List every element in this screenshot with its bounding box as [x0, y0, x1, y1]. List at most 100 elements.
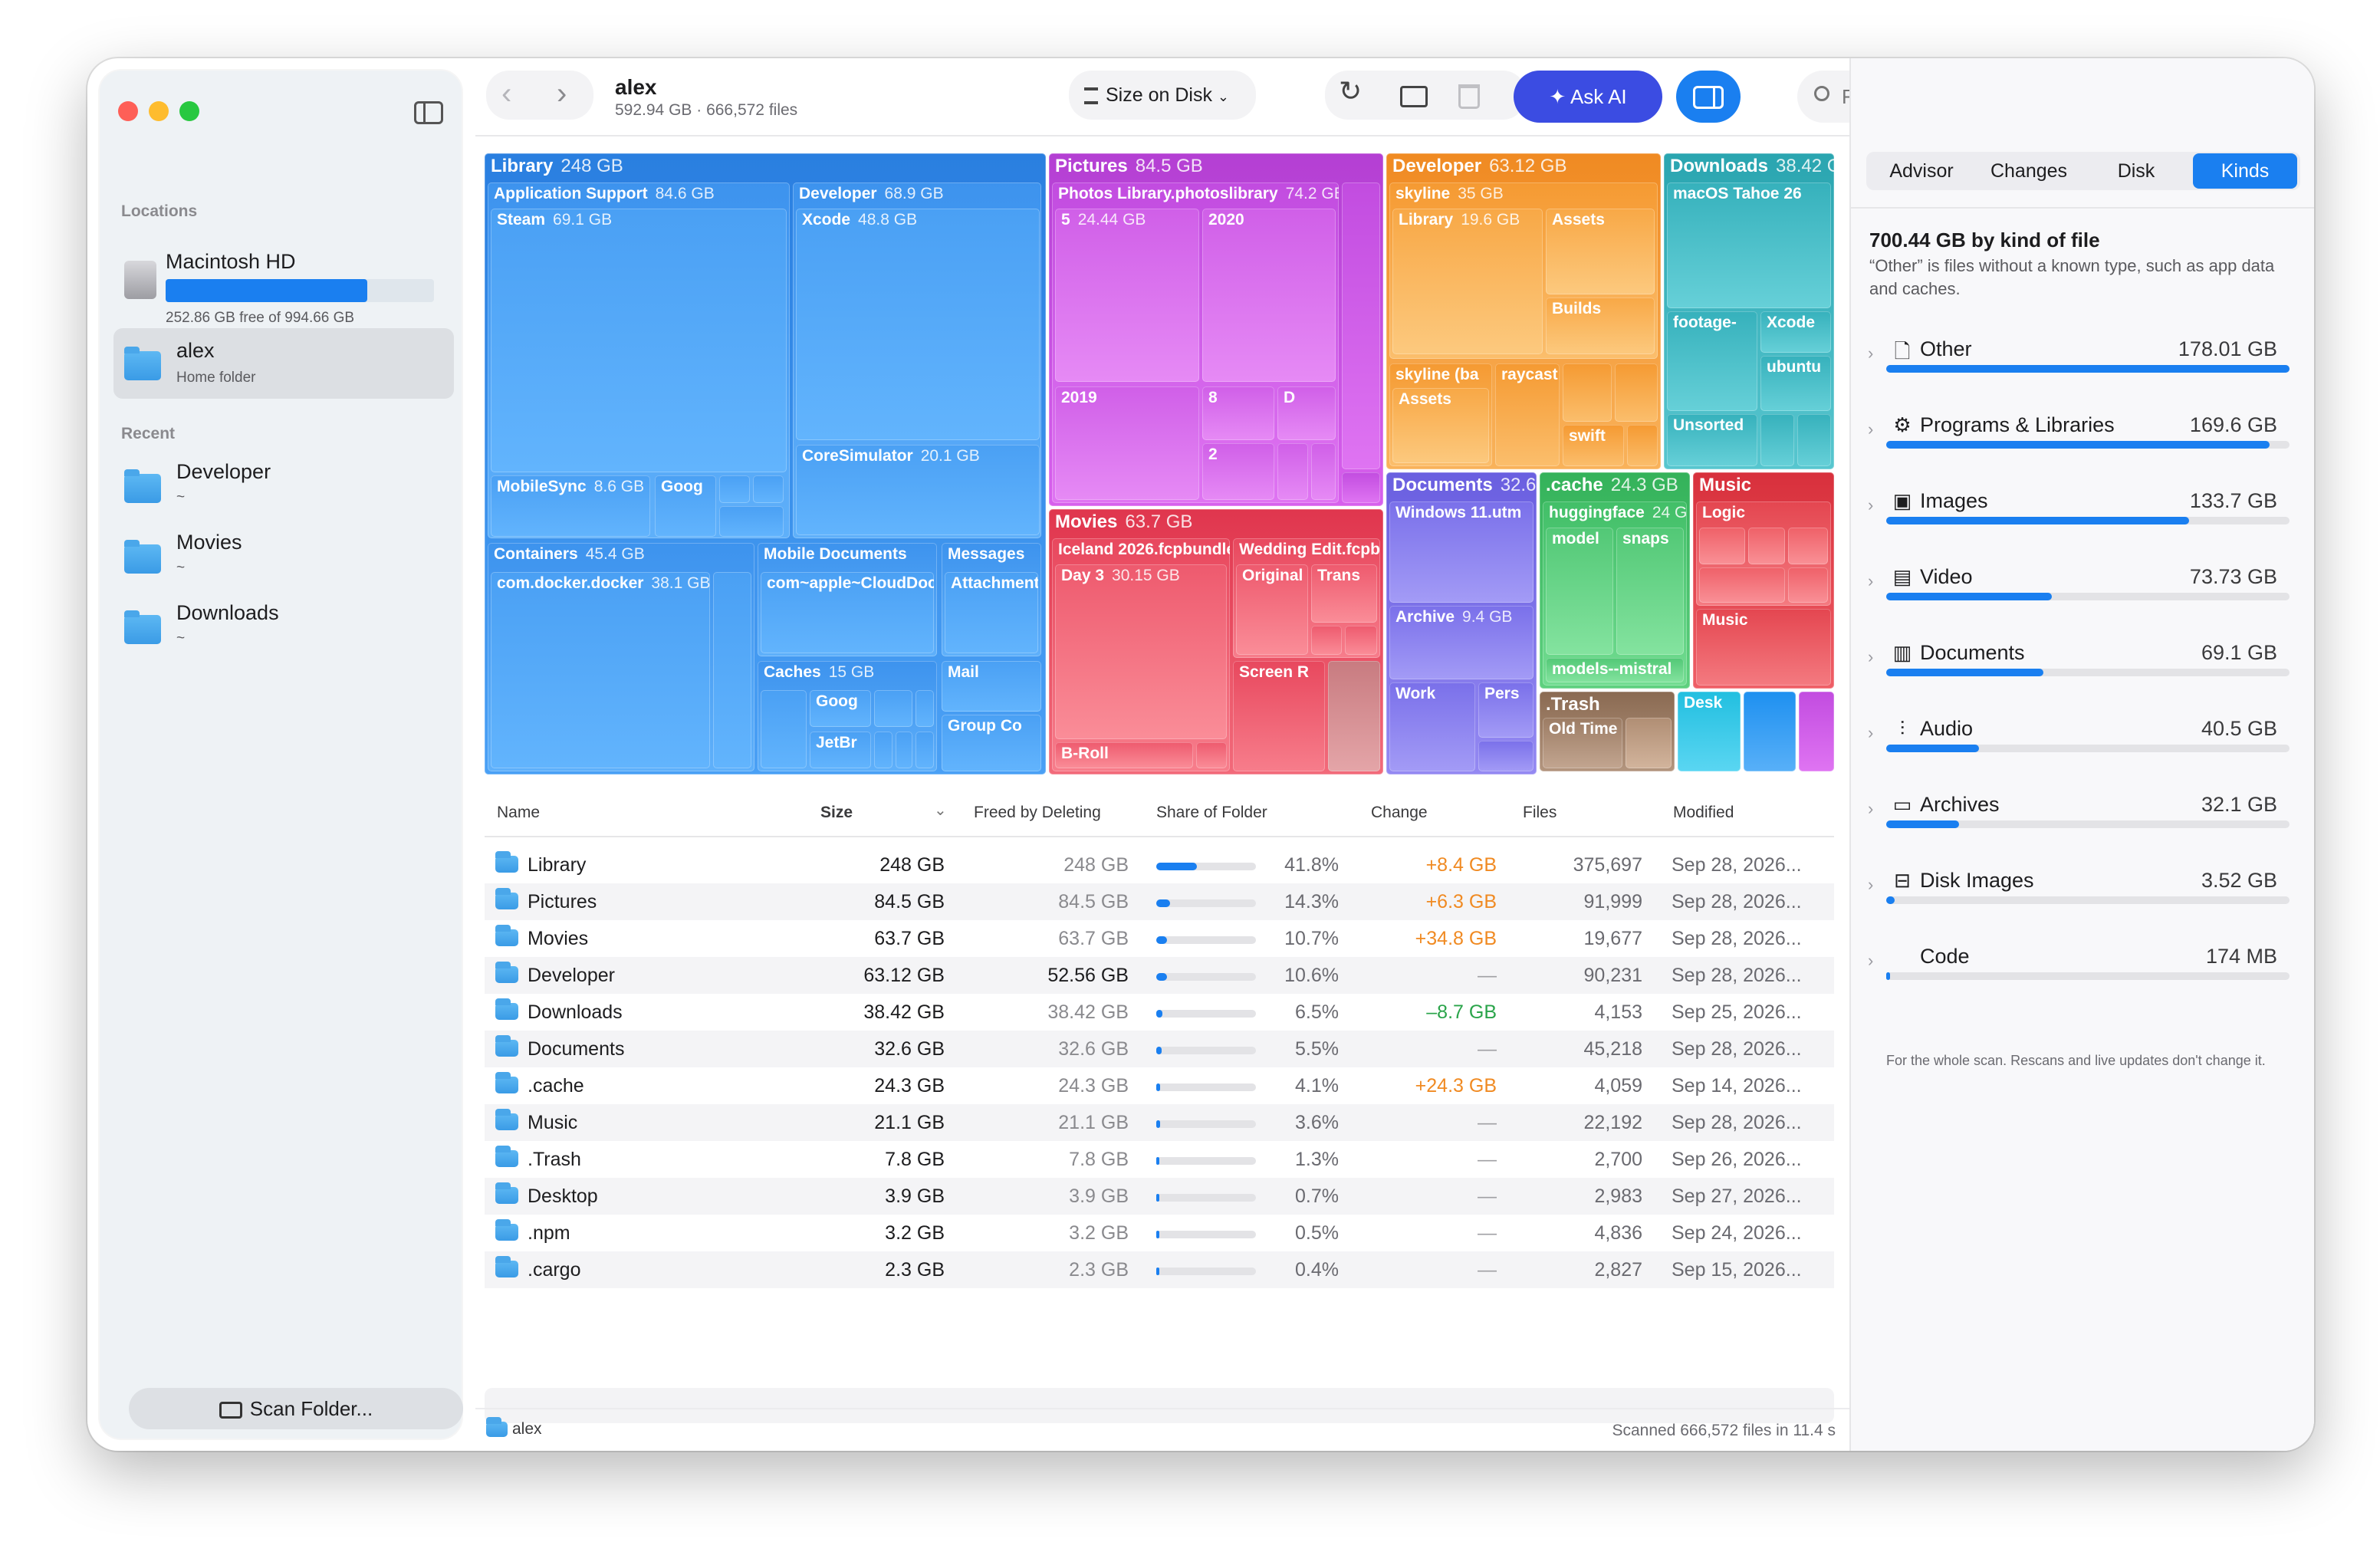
treemap-tile[interactable]: [1748, 528, 1785, 564]
treemap-tile-mail[interactable]: Mail: [942, 661, 1041, 712]
treemap-tile-footage[interactable]: footage-: [1667, 311, 1757, 411]
table-row[interactable]: .cargo 2.3 GB 2.3 GB 0.4% — 2,827 Sep 15…: [485, 1251, 1834, 1288]
treemap-tile-p2019[interactable]: 2019: [1055, 386, 1199, 500]
zoom-window-button[interactable]: [179, 101, 199, 121]
treemap-tile-p5[interactable]: 5 24.44 GB: [1055, 209, 1199, 382]
treemap-tile-pers[interactable]: Pers: [1478, 682, 1534, 738]
tab-advisor[interactable]: Advisor: [1889, 160, 1954, 182]
recent-item-downloads[interactable]: Downloads ~: [113, 592, 454, 653]
treemap-tile-steam[interactable]: Steam 69.1 GB: [491, 209, 787, 472]
tab-kinds[interactable]: Kinds: [2193, 153, 2297, 189]
kind-row-video[interactable]: › ▤ Video 73.73 GB: [1868, 565, 2293, 634]
kind-row-documents[interactable]: › ▥ Documents 69.1 GB: [1868, 641, 2293, 710]
treemap-tile-screenr[interactable]: Screen R: [1233, 661, 1325, 771]
tab-disk[interactable]: Disk: [2117, 160, 2155, 182]
sidebar-toggle-icon[interactable]: [414, 101, 443, 124]
inspector-toggle-button[interactable]: [1676, 71, 1741, 123]
treemap-tile-ubuntu[interactable]: ubuntu: [1760, 356, 1831, 411]
recent-item-developer[interactable]: Developer ~: [113, 451, 454, 512]
treemap-tile[interactable]: [1797, 414, 1831, 466]
treemap-tile[interactable]: [1788, 528, 1828, 564]
treemap-tile-assets2[interactable]: Assets: [1392, 388, 1489, 463]
treemap-tile-music2[interactable]: Music: [1696, 609, 1831, 686]
treemap-tile-broll[interactable]: B-Roll: [1055, 742, 1193, 768]
kind-row-archives[interactable]: › ▭ Archives 32.1 GB: [1868, 793, 2293, 862]
treemap-tile[interactable]: [1627, 425, 1658, 466]
treemap-tile[interactable]: [1342, 472, 1380, 503]
table-row[interactable]: .cache 24.3 GB 24.3 GB 4.1% +24.3 GB 4,0…: [485, 1067, 1834, 1104]
treemap-tile-assets1[interactable]: Assets: [1546, 209, 1655, 294]
kind-row-other[interactable]: › 🗋 Other 178.01 GB: [1868, 337, 2293, 406]
treemap-tile-attach[interactable]: Attachments: [945, 572, 1038, 653]
treemap-tile-clouddocs[interactable]: com~apple~CloudDocs: [761, 572, 934, 653]
recent-item-movies[interactable]: Movies ~: [113, 521, 454, 583]
treemap-tile-origin[interactable]: Original Media: [1236, 564, 1308, 655]
kind-row-disk-images[interactable]: › ⊟ Disk Images 3.52 GB: [1868, 869, 2293, 938]
treemap-tile[interactable]: [1699, 567, 1785, 603]
treemap-tile-p2020[interactable]: 2020: [1202, 209, 1336, 382]
treemap-tile-p2[interactable]: 2: [1202, 443, 1274, 500]
treemap-tile-desk[interactable]: Desk: [1678, 692, 1741, 771]
treemap-tile-trans[interactable]: Trans: [1311, 564, 1377, 623]
disk-item-macintosh-hd[interactable]: Macintosh HD 252.86 GB free of 994.66 GB: [112, 232, 449, 326]
col-files[interactable]: Files: [1523, 804, 1557, 821]
treemap-tile[interactable]: [1277, 443, 1308, 500]
treemap-tile-groupco[interactable]: Group Co: [942, 715, 1041, 771]
treemap-tile-xcode[interactable]: Xcode 48.8 GB: [796, 209, 1040, 440]
treemap-tile[interactable]: [753, 475, 784, 503]
treemap-tile-snaps[interactable]: snaps: [1616, 528, 1684, 655]
treemap-tile[interactable]: [1799, 692, 1834, 771]
treemap-tile[interactable]: [1311, 626, 1342, 655]
col-size[interactable]: Size: [820, 804, 853, 821]
treemap-tile-mobilesync[interactable]: MobileSync 8.6 GB: [491, 475, 650, 537]
treemap-tile[interactable]: [713, 572, 751, 768]
treemap-tile-model[interactable]: model: [1546, 528, 1613, 655]
table-row[interactable]: Movies 63.7 GB 63.7 GB 10.7% +34.8 GB 19…: [485, 920, 1834, 957]
treemap-tile-day3[interactable]: Day 3 30.15 GB: [1055, 564, 1227, 739]
ask-ai-button[interactable]: ✦ Ask AI: [1514, 71, 1662, 123]
treemap-tile-goog2[interactable]: Goog: [810, 690, 871, 727]
treemap-tile-mistral[interactable]: models--mistral: [1546, 658, 1684, 682]
kind-row-code[interactable]: › Code 174 MB: [1868, 945, 2293, 1014]
treemap-tile[interactable]: [1744, 692, 1796, 771]
table-row[interactable]: Documents 32.6 GB 32.6 GB 5.5% — 45,218 …: [485, 1031, 1834, 1067]
treemap-tile[interactable]: [1342, 182, 1380, 469]
treemap-tile-xcodedl[interactable]: Xcode: [1760, 311, 1831, 353]
kind-row-audio[interactable]: › ⫶ Audio 40.5 GB: [1868, 717, 2293, 786]
treemap-tile-goog1[interactable]: Goog: [655, 475, 716, 537]
treemap-tile-coresim[interactable]: CoreSimulator 20.1 GB: [796, 445, 1040, 535]
treemap-tile[interactable]: [916, 732, 934, 768]
col-freed[interactable]: Freed by Deleting: [974, 804, 1101, 821]
col-modified[interactable]: Modified: [1673, 804, 1734, 821]
treemap-tile[interactable]: [1345, 626, 1377, 655]
kind-row-programs-libraries[interactable]: › ⚙ Programs & Libraries 169.6 GB: [1868, 413, 2293, 482]
treemap-tile-tahoe[interactable]: macOS Tahoe 26: [1667, 182, 1831, 308]
treemap-tile[interactable]: [916, 690, 934, 727]
treemap-tile[interactable]: [1788, 567, 1828, 603]
treemap-tile[interactable]: [719, 475, 750, 503]
treemap-tile-builds[interactable]: Builds: [1546, 298, 1655, 354]
treemap-tile[interactable]: [1478, 741, 1534, 771]
trash-icon[interactable]: [1458, 84, 1480, 109]
scan-folder-button[interactable]: Scan Folder...: [129, 1388, 463, 1429]
treemap-tile-work[interactable]: Work: [1389, 682, 1475, 771]
treemap-tile-win11[interactable]: Windows 11.utm: [1389, 501, 1534, 603]
col-change[interactable]: Change: [1371, 804, 1428, 821]
sidebar-item-home[interactable]: alex Home folder: [113, 328, 454, 399]
treemap-tile-docker[interactable]: com.docker.docker 38.1 GB: [491, 572, 710, 768]
table-row[interactable]: Pictures 84.5 GB 84.5 GB 14.3% +6.3 GB 9…: [485, 883, 1834, 920]
treemap-tile[interactable]: [874, 732, 893, 768]
treemap-tile[interactable]: [1626, 718, 1672, 768]
treemap-tile[interactable]: [896, 732, 912, 768]
treemap-tile-p8[interactable]: 8: [1202, 386, 1274, 440]
folder-open-icon[interactable]: [1400, 86, 1428, 107]
treemap-tile[interactable]: [1311, 443, 1336, 500]
treemap-tile-archive[interactable]: Archive 9.4 GB: [1389, 606, 1534, 679]
treemap-tile-oldtime[interactable]: Old Time: [1543, 718, 1622, 768]
treemap-tile[interactable]: [1760, 414, 1794, 466]
table-row[interactable]: Downloads 38.42 GB 38.42 GB 6.5% –8.7 GB…: [485, 994, 1834, 1031]
tab-changes[interactable]: Changes: [1990, 160, 2068, 182]
kind-row-images[interactable]: › ▣ Images 133.7 GB: [1868, 489, 2293, 558]
refresh-icon[interactable]: ↻: [1339, 75, 1363, 107]
size-mode-select[interactable]: Size on Disk ⌄: [1069, 71, 1256, 120]
